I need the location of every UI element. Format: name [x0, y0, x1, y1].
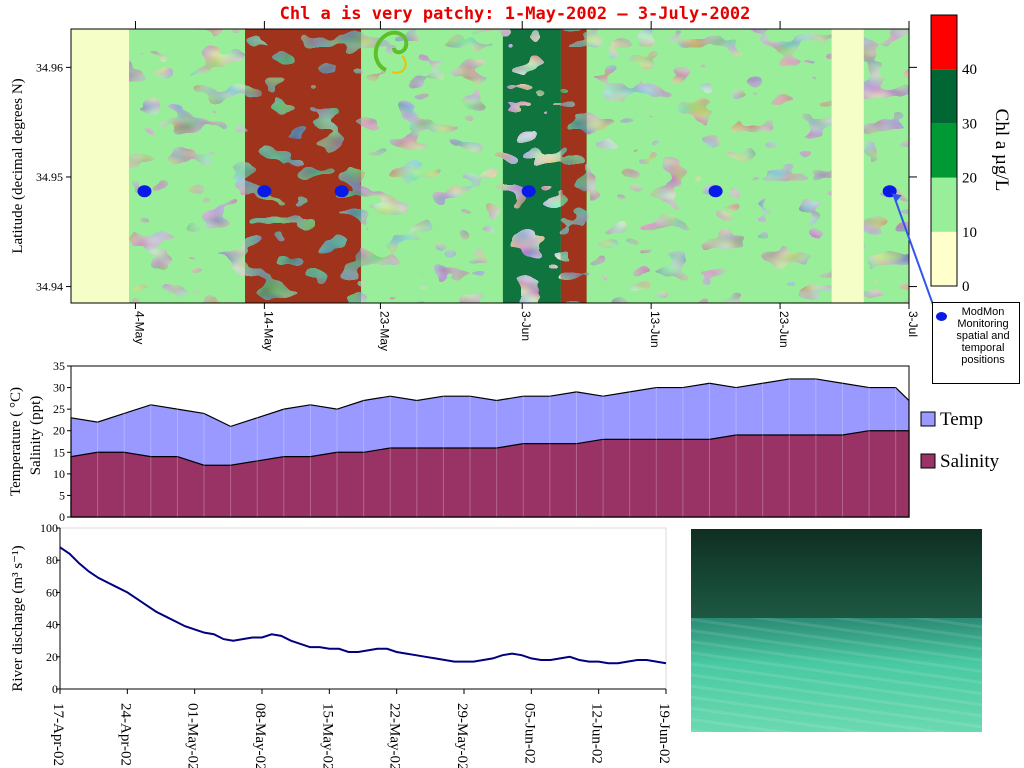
colorbar-tick-label: 40 — [962, 62, 977, 78]
heatmap-band — [831, 29, 864, 303]
marker-pointer-arrow — [892, 194, 937, 314]
heatmap-ytick-label: 34.94 — [36, 280, 63, 294]
heatmap-xtick-label: 4-May — [132, 311, 146, 344]
colorbar-segment — [931, 231, 957, 286]
note-line: ModMon — [961, 306, 1005, 318]
line-ytick-label: 100 — [40, 521, 58, 535]
line-ylabel: River discharge (m³ s⁻¹) — [10, 545, 26, 691]
heatmap-band-shade — [245, 29, 362, 303]
line-xtick-label: 08-May-02 — [252, 703, 268, 768]
heatmap-xtick-label: 3-Jul — [906, 311, 920, 337]
note-line: Monitoring — [957, 318, 1009, 330]
line-ytick-label: 60 — [46, 585, 58, 599]
river-discharge-chart: 0 20 40 60 80 100 17-Apr-02 24-Apr-02 01-May-02 0… — [10, 521, 672, 768]
heatmap-ylabel: Latitude (decimal degrees N) — [10, 78, 26, 253]
area-ytick-label: 30 — [53, 381, 65, 395]
area-ytick-label: 35 — [53, 359, 65, 373]
monitoring-marker — [334, 185, 349, 198]
line-xtick-label: 15-May-02 — [319, 703, 335, 768]
line-ytick-label: 40 — [46, 618, 58, 632]
area-ytick-label: 25 — [53, 402, 65, 416]
line-xtick-label: 19-Jun-02 — [656, 703, 672, 764]
monitoring-positions-note: ModMon Monitoring spatial and temporal p… — [932, 302, 1020, 384]
heatmap-patches — [863, 29, 909, 303]
chl-heatmap: 34.96 34.95 34.94 Latitude (decimal degrees… — [10, 21, 937, 351]
colorbar-tick-label: 30 — [962, 116, 977, 132]
swirl-logo-icon — [373, 30, 409, 72]
riverbank-trees — [691, 529, 982, 623]
line-xtick-label: 22-May-02 — [387, 703, 403, 768]
legend-label-salinity: Salinity — [940, 451, 1000, 472]
colorbar-frame — [930, 14, 958, 287]
colorbar-label: Chl a µg/L — [991, 109, 1012, 192]
monitoring-marker-icon — [936, 312, 947, 321]
heatmap-patches — [161, 29, 246, 303]
chl-colorbar: 0 10 20 30 40 100 Chl a µg/L — [930, 0, 1012, 295]
area-series-salinity — [70, 430, 910, 518]
colorbar-tick-label: 20 — [962, 171, 977, 187]
colorbar-segment — [931, 123, 957, 178]
colorbar-tick-label: 100 — [962, 0, 985, 2]
line-xtick-label: 24-Apr-02 — [117, 703, 133, 766]
river-photo — [691, 529, 982, 732]
heatmap-patches — [129, 29, 162, 303]
swirl-logo-accent — [391, 55, 407, 74]
area-ytick-label: 15 — [53, 445, 65, 459]
heatmap-xtick-label: 3-Jun — [519, 311, 533, 341]
line-xtick-label: 01-May-02 — [185, 703, 201, 768]
monitoring-marker — [257, 185, 272, 198]
line-xtick-label: 29-May-02 — [454, 703, 470, 768]
colorbar-segment — [931, 15, 957, 70]
line-ytick-label: 0 — [52, 682, 58, 696]
note-line: temporal — [961, 342, 1005, 354]
area-ytick-label: 0 — [59, 510, 65, 524]
heatmap-patches — [586, 29, 832, 303]
legend-swatch-salinity — [920, 453, 936, 469]
area-ylabel-salinity: Salinity (ppt) — [28, 396, 44, 476]
line-ytick-label: 80 — [46, 553, 58, 567]
area-ytick-label: 20 — [53, 424, 65, 438]
legend-swatch-temp — [920, 411, 936, 427]
area-ytick-label: 10 — [53, 467, 65, 481]
colorbar-segment — [931, 177, 957, 232]
line-xtick-label: 17-Apr-02 — [50, 703, 66, 766]
heatmap-xtick-label: 23-Jun — [777, 311, 791, 348]
heatmap-patches — [560, 29, 587, 303]
area-ylabel-temp: Temperature ( °C) — [8, 387, 24, 496]
colorbar-segment — [931, 69, 957, 124]
note-line: positions — [961, 354, 1005, 366]
discharge-series-line — [59, 546, 667, 665]
area-frame — [70, 365, 910, 518]
heatmap-patches — [361, 29, 503, 303]
legend-label-temp: Temp — [940, 409, 983, 430]
note-line: spatial and — [956, 330, 1010, 342]
line-ytick-label: 20 — [46, 650, 58, 664]
monitoring-marker — [521, 185, 536, 198]
area-ytick-label: 5 — [59, 488, 65, 502]
heatmap-xtick-label: 13-Jun — [648, 311, 662, 348]
heatmap-band — [71, 29, 130, 303]
colorbar-tick-label: 0 — [962, 279, 970, 295]
heatmap-band-shade — [560, 29, 587, 303]
monitoring-marker — [708, 185, 723, 198]
colorbar-tick-label: 10 — [962, 225, 977, 241]
river-water — [691, 618, 982, 732]
heatmap-ytick-label: 34.96 — [36, 60, 63, 74]
monitoring-marker — [137, 185, 152, 198]
heatmap-frame — [70, 28, 910, 304]
heatmap-patches — [502, 29, 561, 303]
temp-salinity-chart: 0 5 10 15 20 25 30 35 Temperature ( °C) Salinity … — [8, 359, 1000, 524]
line-xtick-label: 12-Jun-02 — [589, 703, 605, 764]
heatmap-xtick-label: 14-May — [261, 311, 275, 351]
heatmap-ytick-label: 34.95 — [36, 170, 63, 184]
water-ripples — [691, 618, 982, 732]
heatmap-patches — [245, 29, 362, 303]
marker-pointer-head — [891, 193, 902, 202]
page-title: Chl a is very patchy: 1-May-2002 – 3-Jul… — [279, 4, 751, 24]
line-xtick-label: 05-Jun-02 — [521, 703, 537, 764]
heatmap-xtick-label: 23-May — [377, 311, 391, 351]
